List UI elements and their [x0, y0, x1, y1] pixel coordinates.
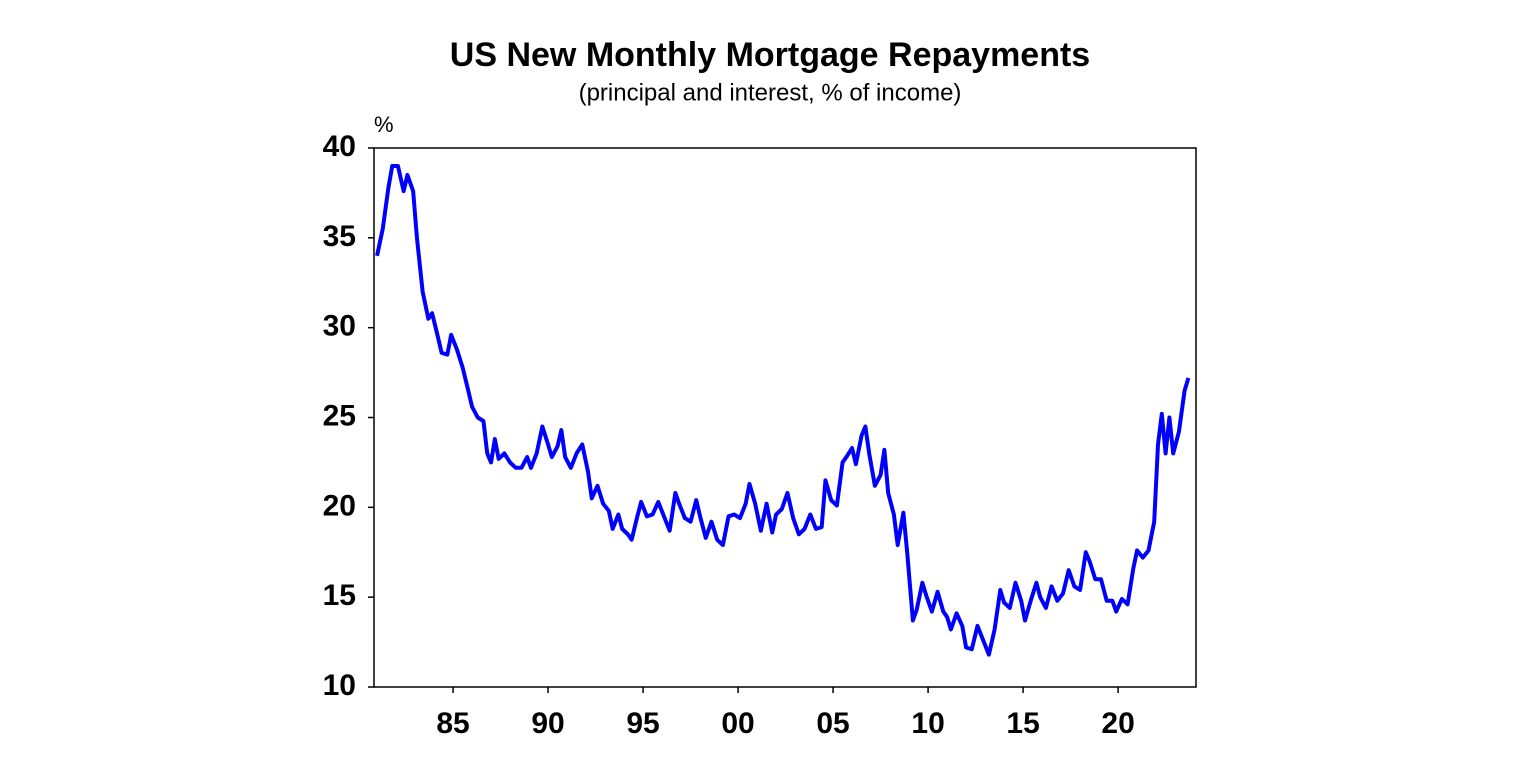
y-tick-label: 40 — [323, 130, 356, 163]
chart-subtitle: (principal and interest, % of income) — [579, 79, 962, 106]
x-tick-label: 90 — [531, 707, 564, 740]
x-tick-label: 85 — [436, 707, 469, 740]
x-tick-label: 00 — [721, 707, 754, 740]
x-tick-label: 20 — [1101, 707, 1134, 740]
y-tick-label: 25 — [323, 399, 356, 432]
plot-frame — [373, 147, 1197, 688]
x-tick-label: 95 — [626, 707, 659, 740]
x-tick-label: 10 — [911, 707, 944, 740]
y-tick-label: 20 — [323, 489, 356, 522]
y-tick-label: 30 — [323, 310, 356, 343]
data-line — [375, 163, 1191, 657]
y-tick-label: 15 — [323, 579, 356, 612]
x-tick-label: 15 — [1006, 707, 1039, 740]
y-tick-label: 35 — [323, 220, 356, 253]
chart-title: US New Monthly Mortgage Repayments — [450, 36, 1090, 74]
y-axis-label: % — [374, 112, 394, 137]
y-tick-label: 10 — [323, 669, 356, 702]
x-tick-label: 05 — [816, 707, 849, 740]
